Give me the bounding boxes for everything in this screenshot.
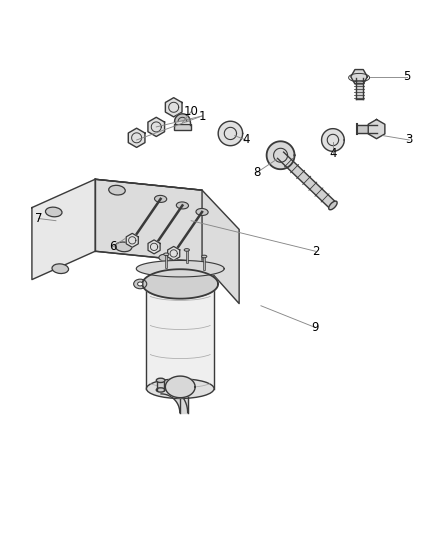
Polygon shape	[126, 233, 138, 247]
Polygon shape	[355, 78, 362, 100]
Ellipse shape	[109, 185, 125, 195]
Bar	[174, 124, 190, 130]
Polygon shape	[32, 179, 201, 280]
Polygon shape	[95, 179, 239, 304]
Ellipse shape	[52, 264, 68, 273]
Ellipse shape	[163, 253, 169, 256]
Polygon shape	[277, 152, 335, 208]
Polygon shape	[165, 376, 194, 398]
Polygon shape	[146, 288, 214, 389]
Text: 1: 1	[198, 109, 205, 123]
Ellipse shape	[195, 208, 208, 215]
Ellipse shape	[156, 388, 165, 392]
Polygon shape	[167, 246, 179, 261]
Polygon shape	[218, 121, 242, 146]
Text: 6: 6	[109, 240, 116, 253]
Ellipse shape	[159, 254, 171, 261]
Polygon shape	[165, 98, 182, 117]
Ellipse shape	[146, 279, 214, 298]
Polygon shape	[148, 240, 160, 254]
Ellipse shape	[198, 268, 210, 274]
Ellipse shape	[178, 261, 190, 268]
Ellipse shape	[115, 242, 131, 252]
Polygon shape	[321, 128, 343, 151]
Text: 3: 3	[405, 133, 412, 147]
Text: 2: 2	[311, 245, 318, 258]
Text: 9: 9	[311, 321, 318, 334]
Ellipse shape	[146, 379, 214, 399]
Polygon shape	[266, 141, 294, 169]
Polygon shape	[142, 269, 218, 298]
Ellipse shape	[156, 378, 165, 383]
Polygon shape	[367, 119, 384, 139]
Text: 4: 4	[241, 133, 249, 147]
Polygon shape	[156, 381, 164, 390]
Polygon shape	[356, 125, 376, 133]
Ellipse shape	[137, 282, 142, 286]
Ellipse shape	[184, 248, 189, 251]
Ellipse shape	[133, 279, 146, 289]
Polygon shape	[350, 70, 367, 84]
Text: 4: 4	[328, 147, 336, 159]
Ellipse shape	[201, 255, 206, 258]
Polygon shape	[148, 117, 164, 136]
Text: 10: 10	[183, 105, 198, 118]
Ellipse shape	[46, 207, 62, 217]
Polygon shape	[174, 114, 190, 122]
Polygon shape	[161, 386, 187, 413]
Ellipse shape	[154, 196, 166, 203]
Text: 8: 8	[252, 166, 260, 179]
Polygon shape	[128, 128, 145, 148]
Text: 7: 7	[35, 212, 42, 225]
Ellipse shape	[176, 202, 188, 209]
Polygon shape	[180, 391, 187, 413]
Polygon shape	[136, 261, 224, 277]
Text: 5: 5	[403, 70, 410, 83]
Ellipse shape	[328, 201, 336, 210]
